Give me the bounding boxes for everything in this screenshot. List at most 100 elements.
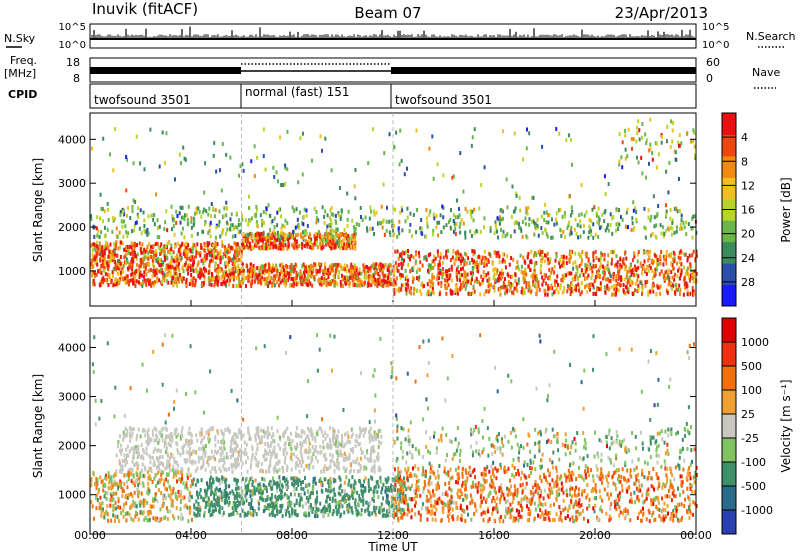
power-echo xyxy=(341,273,344,278)
power-echo xyxy=(648,148,651,153)
power-echo xyxy=(131,229,134,234)
power-echo xyxy=(263,277,266,282)
colorbar-swatch xyxy=(722,220,736,243)
power-echo xyxy=(682,265,685,270)
power-echo xyxy=(216,280,219,285)
power-echo xyxy=(498,259,501,264)
power-echo xyxy=(152,249,155,254)
power-echo xyxy=(321,238,324,243)
power-echo xyxy=(366,281,369,286)
power-echo xyxy=(171,275,174,280)
power-echo xyxy=(616,269,619,274)
velocity-echo xyxy=(246,455,249,460)
power-echo xyxy=(444,269,447,274)
power-echo xyxy=(101,249,104,254)
power-echo xyxy=(338,236,341,241)
power-echo xyxy=(684,252,687,257)
power-echo xyxy=(103,268,106,273)
colorbar-swatch xyxy=(722,177,736,200)
power-echo xyxy=(392,206,395,211)
power-echo xyxy=(192,246,195,251)
power-echo xyxy=(146,261,149,266)
power-echo xyxy=(256,155,259,160)
power-echo xyxy=(131,271,134,276)
power-echo xyxy=(363,267,366,272)
power-echo xyxy=(242,272,245,277)
power-echo xyxy=(394,261,397,266)
freq-label-top: Freq. xyxy=(10,54,37,67)
power-echo xyxy=(118,230,121,235)
power-echo xyxy=(240,222,243,227)
power-echo xyxy=(258,233,261,238)
power-echo xyxy=(493,288,496,293)
power-echo xyxy=(477,262,480,267)
power-echo xyxy=(244,218,247,223)
power-echo xyxy=(637,265,640,270)
power-echo xyxy=(638,137,641,142)
power-echo xyxy=(112,218,115,223)
power-echo xyxy=(637,283,640,288)
velocity-echo xyxy=(366,457,369,462)
power-echo xyxy=(548,276,551,281)
power-echo xyxy=(132,161,135,166)
power-echo xyxy=(491,262,494,267)
power-echo xyxy=(331,228,334,233)
power-echo xyxy=(349,271,352,276)
power-echo xyxy=(545,232,548,237)
power-echo xyxy=(205,256,208,261)
velocity-echo xyxy=(207,432,210,437)
power-echo xyxy=(647,258,650,263)
power-echo xyxy=(501,234,504,239)
power-echo xyxy=(587,258,590,263)
power-echo xyxy=(217,275,220,280)
power-echo xyxy=(228,278,231,283)
power-echo xyxy=(321,269,324,274)
velocity-echo xyxy=(274,464,277,469)
velocity-echo xyxy=(372,448,375,453)
power-echo xyxy=(199,253,202,258)
cpid-segment-label: twofsound 3501 xyxy=(94,93,191,107)
power-echo xyxy=(331,266,334,271)
velocity-echo xyxy=(278,435,281,440)
power-echo xyxy=(425,257,428,262)
power-echo xyxy=(327,271,330,276)
power-echo xyxy=(602,264,605,269)
power-echo xyxy=(451,175,454,180)
power-echo xyxy=(309,263,312,268)
power-echo xyxy=(266,276,269,281)
power-echo xyxy=(382,182,385,187)
power-echo xyxy=(620,264,623,269)
power-echo xyxy=(191,249,194,254)
power-echo xyxy=(170,280,173,285)
power-echo xyxy=(103,244,106,249)
power-echo xyxy=(409,211,412,216)
power-echo xyxy=(262,238,265,243)
power-echo xyxy=(500,268,503,273)
power-echo xyxy=(286,246,289,251)
velocity-echo xyxy=(359,433,362,438)
velocity-echo xyxy=(286,426,289,431)
power-echo xyxy=(296,232,299,237)
power-echo xyxy=(515,191,518,196)
power-echo xyxy=(595,292,598,297)
power-echo xyxy=(149,249,152,254)
velocity-echo xyxy=(300,434,303,439)
power-echo xyxy=(644,132,647,137)
power-echo xyxy=(208,259,211,264)
power-echo xyxy=(225,205,228,210)
power-echo xyxy=(340,208,343,213)
power-echo xyxy=(208,253,211,258)
power-echo xyxy=(569,292,572,297)
power-echo xyxy=(670,232,673,237)
power-echo xyxy=(196,263,199,268)
power-echo xyxy=(114,260,117,265)
velocity-echo xyxy=(255,426,258,431)
power-echo xyxy=(237,230,240,235)
power-echo xyxy=(118,245,121,250)
power-echo xyxy=(218,252,221,257)
power-echo xyxy=(580,281,583,286)
power-echo xyxy=(405,291,408,296)
power-echo xyxy=(668,276,671,281)
power-echo xyxy=(401,273,404,278)
power-echo xyxy=(260,281,263,286)
